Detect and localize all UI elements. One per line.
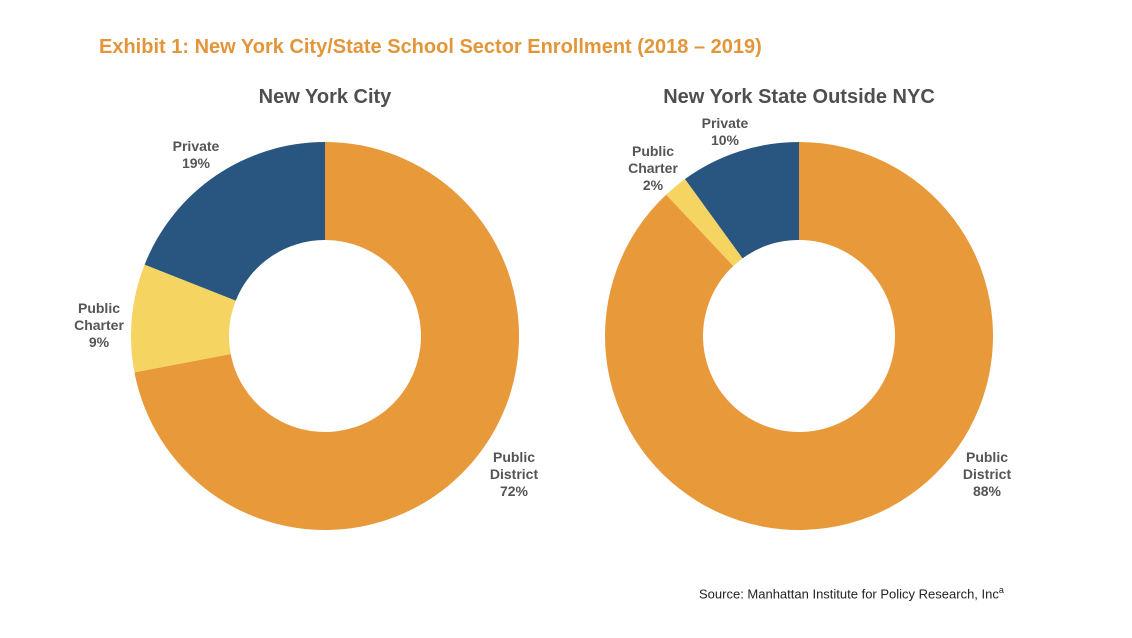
chart-title: New York State Outside NYC xyxy=(663,86,935,108)
slice-label-private: Private 10% xyxy=(702,115,749,148)
slice-label-public-charter: Public Charter 2% xyxy=(628,143,678,193)
slice-label-public-charter: Public Charter 9% xyxy=(74,300,124,350)
slice-private xyxy=(144,142,325,301)
slice-label-public-district: Public District 72% xyxy=(490,449,539,499)
exhibit-title: Exhibit 1: New York City/State School Se… xyxy=(99,36,762,58)
donut-chart-1: New York City Public District 72% Public Char… xyxy=(74,86,538,530)
donut-chart-2: New York State Outside NYC Public District… xyxy=(605,86,1011,530)
slice-label-private: Private 19% xyxy=(173,138,220,171)
source-note: Source: Manhattan Institute for Policy R… xyxy=(699,585,1004,601)
slice-public-district xyxy=(605,142,993,530)
chart-title: New York City xyxy=(259,86,393,108)
source-text: Source: Manhattan Institute for Policy R… xyxy=(699,586,999,602)
slice-public-charter xyxy=(666,179,743,267)
source-superscript: a xyxy=(998,585,1004,595)
slice-public-charter xyxy=(131,264,236,373)
slice-public-district xyxy=(134,142,519,530)
slice-private xyxy=(684,142,799,259)
slice-label-public-district: Public District 88% xyxy=(963,449,1012,499)
